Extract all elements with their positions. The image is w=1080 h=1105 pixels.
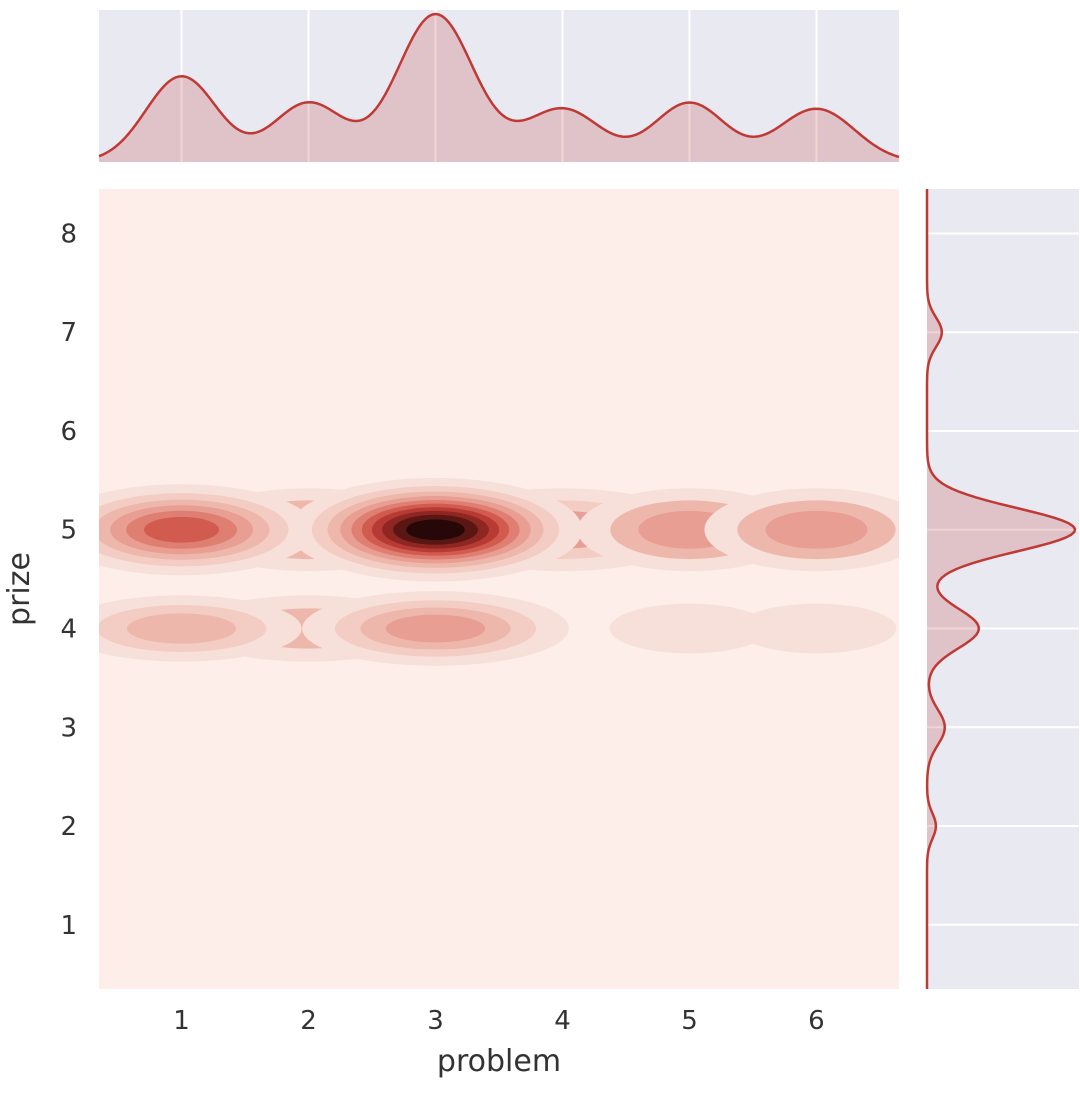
main-kde-panel (99, 189, 899, 989)
x-tick-label: 5 (681, 1006, 698, 1036)
x-tick-label: 6 (808, 1006, 825, 1036)
x-tick-label: 4 (554, 1006, 571, 1036)
jointplot-figure: 1 2 3 4 5 6 problem 1 2 3 4 5 6 7 8 prize (0, 0, 1080, 1105)
x-tick-label: 2 (300, 1006, 317, 1036)
y-tick-label: 6 (60, 417, 77, 447)
y-tick-label: 2 (60, 812, 77, 842)
y-tick-label: 4 (60, 615, 77, 645)
y-tick-label: 1 (60, 911, 77, 941)
y-axis-label: prize (2, 552, 37, 626)
y-tick-label: 8 (60, 219, 77, 249)
x-tick-label: 3 (427, 1006, 444, 1036)
right-marginal-panel (927, 189, 1079, 989)
y-tick-label: 7 (60, 318, 77, 348)
y-tick-label: 3 (60, 713, 77, 743)
x-axis-label: problem (437, 1044, 561, 1079)
y-tick-label: 5 (60, 516, 77, 546)
x-tick-label: 1 (173, 1006, 190, 1036)
